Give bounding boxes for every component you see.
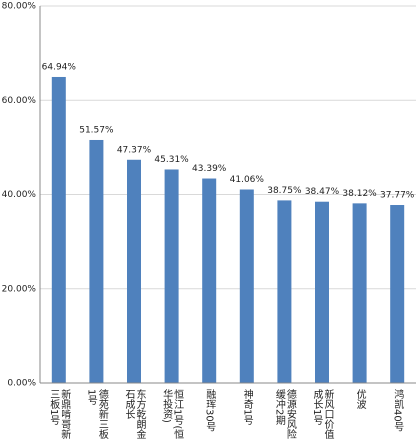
- bar: [315, 201, 329, 383]
- x-tick-label: 东方乾朗金石成长: [123, 389, 145, 439]
- value-label: 64.94%: [42, 62, 77, 72]
- x-tick-label: 鸿凯40号: [391, 389, 403, 432]
- bar: [89, 139, 104, 383]
- value-label: 43.39%: [192, 164, 227, 174]
- x-tick-label: 恒江1号(恒华投资): [160, 389, 183, 440]
- x-tick-label: 新鼎啃哥新三板1号: [47, 389, 70, 439]
- bar: [277, 200, 292, 383]
- x-tick-label: 优波: [354, 389, 366, 409]
- bar: [202, 178, 217, 383]
- y-tick-label: 60.00%: [2, 96, 37, 106]
- y-tick-label: 20.00%: [2, 284, 37, 294]
- bar: [390, 205, 405, 383]
- y-tick-label: 40.00%: [2, 190, 37, 200]
- y-tick-label: 80.00%: [2, 2, 37, 12]
- value-label: 38.12%: [342, 189, 377, 199]
- value-label: 38.75%: [267, 186, 302, 196]
- value-label: 41.06%: [230, 175, 265, 185]
- bar: [352, 203, 367, 383]
- x-tick-label: 融珲30号: [203, 389, 215, 432]
- x-tick-label: 神奇1号: [241, 389, 253, 426]
- bar: [51, 76, 66, 384]
- bar: [127, 159, 141, 383]
- value-label: 51.57%: [79, 125, 114, 135]
- x-tick-label: 德源安风险缓冲2期: [273, 389, 296, 439]
- value-label: 38.47%: [305, 187, 340, 197]
- x-tick-label: 新风口价值成长1号: [311, 389, 333, 439]
- bar: [164, 169, 179, 383]
- value-label: 47.37%: [117, 145, 152, 155]
- y-tick-label: 0.00%: [7, 379, 36, 389]
- bar: [239, 189, 254, 383]
- value-label: 37.77%: [380, 191, 415, 201]
- value-label: 45.31%: [154, 155, 189, 165]
- x-tick-label: 德苑新三板1号: [85, 389, 108, 439]
